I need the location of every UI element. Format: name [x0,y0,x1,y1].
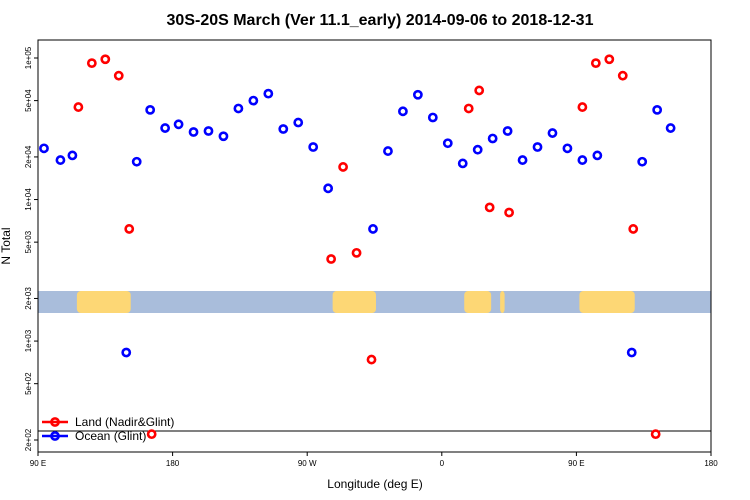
ocean-marker [652,104,663,115]
land-marker [338,162,348,172]
x-tick-label: 180 [166,459,180,468]
ocean-marker [39,143,49,154]
ocean-marker [55,155,66,165]
ocean-marker [502,126,513,136]
y-tick-label: 1e+05 [24,46,33,69]
x-tick-label: 0 [440,459,445,468]
land-marker [366,354,377,365]
ocean-marker [203,126,214,136]
y-axis-ticks: 2e+02 5e+02 1e+03 2e+03 5e+03 1e+04 2e+04 5e+04… [24,46,38,451]
legend-label: Ocean (Glint) [75,429,146,443]
ocean-marker [368,224,378,234]
map-strip [38,291,711,313]
x-tick-label: 90 E [568,459,584,468]
ocean-marker [131,156,142,167]
ocean-marker [218,131,229,142]
land-marker [326,254,337,264]
land-marker [577,102,588,112]
map-land-span [579,291,635,313]
ocean-marker [592,150,603,161]
land-marker [86,58,97,69]
ocean-marker [637,156,648,167]
map-land-span [76,291,131,313]
ocean-marker [517,155,528,165]
x-tick-label: 90 E [30,459,46,468]
land-marker [73,102,84,112]
ocean-marker [532,142,543,152]
land-marker [463,103,474,114]
ocean-marker [233,103,244,114]
land-marker [617,70,628,81]
ocean-marker [67,150,78,161]
ocean-marker [412,89,423,100]
legend-label: Land (Nadir&Glint) [75,415,174,429]
x-axis-ticks: 90 E 180 90 W 0 90 E 180 [30,452,718,468]
ocean-marker [427,112,438,123]
ocean-marker [383,146,393,156]
plot-border [37,39,712,453]
ocean-marker [547,128,558,138]
y-tick-label: 5e+03 [24,230,33,253]
land-marker [590,58,601,69]
ocean-marker [626,347,637,358]
ocean-marker [442,138,453,149]
ocean-marker [160,123,171,133]
ocean-marker [263,88,274,99]
map-land-span [332,291,376,313]
x-tick-label: 90 W [298,459,317,468]
y-tick-label: 2e+03 [24,287,33,310]
legend-swatch-marker [50,431,60,441]
land-marker [484,202,495,213]
map-land-span [500,291,505,313]
ocean-marker [472,144,483,155]
y-tick-label: 2e+02 [24,428,33,451]
ocean-marker [173,119,184,130]
map-land-span [464,291,492,313]
ocean-marker [308,142,319,152]
land-marker [146,429,157,440]
ocean-marker [487,133,498,144]
x-tick-label: 180 [704,459,718,468]
land-marker [650,429,661,440]
y-tick-label: 5e+04 [24,89,33,112]
y-tick-label: 1e+04 [24,188,33,211]
land-marker [504,207,514,218]
ocean-marker [248,95,259,106]
y-tick-label: 2e+04 [24,145,33,168]
ocean-marker [457,158,468,169]
ocean-marker [293,117,304,128]
x-axis-label: Longitude (deg E) [327,477,422,491]
ocean-marker [145,104,156,115]
land-marker [124,224,135,234]
ocean-marker [398,106,408,117]
land-marker [628,224,639,234]
ocean-marker [665,123,676,133]
land-marker [604,54,615,65]
ocean-marker [577,155,588,165]
y-tick-label: 1e+03 [24,329,33,352]
land-marker [100,54,111,65]
land-marker [474,85,485,96]
land-marker [351,247,362,258]
legend: Land (Nadir&Glint)Ocean (Glint) [42,415,174,443]
ocean-marker [188,127,199,137]
plot-frame [37,39,712,453]
ocean-marker [121,347,132,358]
ocean-marker [278,124,289,134]
data-markers [39,54,676,440]
ocean-marker [562,143,573,154]
chart-title: 30S-20S March (Ver 11.1_early) 2014-09-0… [167,12,594,29]
ocean-marker [323,183,334,194]
legend-swatch-marker [50,417,60,427]
land-marker [113,70,124,81]
y-tick-label: 5e+02 [24,372,33,395]
y-axis-label: N Total [0,227,13,264]
